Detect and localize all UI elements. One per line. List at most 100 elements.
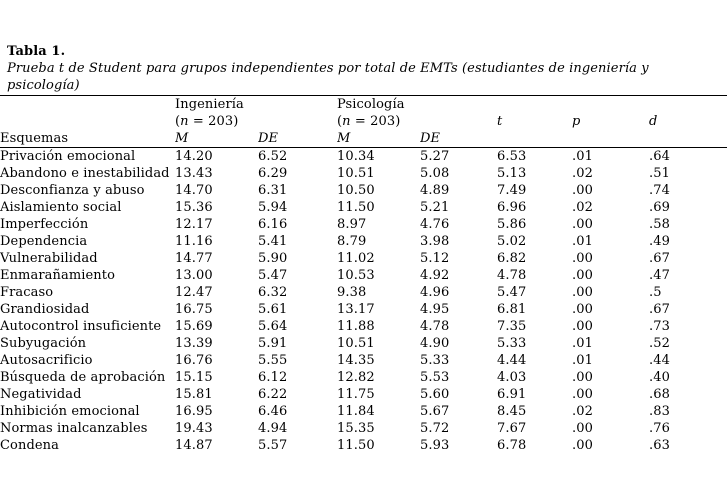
value-cell: 7.67	[497, 421, 527, 436]
group-header-ingenieria: Ingeniería	[175, 97, 244, 112]
value-cell: 3.98	[420, 234, 450, 249]
schema-name-cell: Desconfianza y abuso	[0, 183, 145, 198]
value-cell: 4.92	[420, 268, 450, 283]
value-cell: .52	[649, 336, 670, 351]
value-cell: 6.46	[258, 404, 288, 419]
value-cell: 5.86	[497, 217, 527, 232]
value-cell: .67	[649, 302, 670, 317]
value-cell: 11.75	[337, 387, 375, 402]
schema-name-cell: Imperfección	[0, 217, 89, 232]
table-row: Enmarañamiento 13.00 5.47 10.53 4.92 4.78 .00.…	[0, 267, 727, 284]
header-row-groups: Ingeniería Psicología	[0, 96, 727, 114]
schema-name-cell: Normas inalcanzables	[0, 421, 148, 436]
value-cell: 10.51	[337, 336, 375, 351]
header-spacer	[649, 96, 727, 114]
value-cell: 11.16	[175, 234, 213, 249]
table-row: Privación emocional 14.20 6.52 10.34 5.27 6.5…	[0, 148, 727, 166]
header-spacer	[572, 130, 649, 148]
schema-name-cell: Negatividad	[0, 387, 82, 402]
value-cell: 14.20	[175, 149, 213, 164]
table-row: Inhibición emocional 16.95 6.46 11.84 5.67 8.…	[0, 403, 727, 420]
col-header-m-psicologia: M	[337, 130, 420, 148]
value-cell: 4.94	[258, 421, 288, 436]
value-cell: 10.51	[337, 166, 375, 181]
value-cell: .47	[649, 268, 670, 283]
value-cell: 4.76	[420, 217, 450, 232]
value-cell: .00	[572, 370, 593, 385]
value-cell: 5.33	[420, 353, 450, 368]
schema-name-cell: Condena	[0, 438, 59, 453]
value-cell: .01	[572, 336, 593, 351]
value-cell: 5.12	[420, 251, 450, 266]
schema-name-cell: Privación emocional	[0, 149, 136, 164]
value-cell: 6.82	[497, 251, 527, 266]
schema-name-cell: Fracaso	[0, 285, 54, 300]
value-cell: 15.69	[175, 319, 213, 334]
value-cell: 16.95	[175, 404, 213, 419]
value-cell: 5.21	[420, 200, 450, 215]
value-cell: 5.60	[420, 387, 450, 402]
value-cell: 12.47	[175, 285, 213, 300]
value-cell: 6.31	[258, 183, 288, 198]
schema-name-cell: Aislamiento social	[0, 200, 122, 215]
table-row: Autosacrificio 16.76 5.55 14.35 5.33 4.44 .01.…	[0, 352, 727, 369]
table-row: Negatividad 15.81 6.22 11.75 5.60 6.91 .00 .68	[0, 386, 727, 403]
value-cell: 16.76	[175, 353, 213, 368]
value-cell: .83	[649, 404, 670, 419]
table-row: Grandiosidad 16.75 5.61 13.17 4.95 6.81 .00 .67	[0, 301, 727, 318]
col-header-p: p	[572, 114, 581, 129]
schema-name-cell: Búsqueda de aprobación	[0, 370, 166, 385]
value-cell: 6.53	[497, 149, 527, 164]
value-cell: 4.90	[420, 336, 450, 351]
schema-name-cell: Autosacrificio	[0, 353, 93, 368]
n-rest: = 203)	[350, 114, 401, 129]
value-cell: 5.90	[258, 251, 288, 266]
schema-name-cell: Enmarañamiento	[0, 268, 116, 283]
value-cell: 5.93	[420, 438, 450, 453]
value-cell: 8.97	[337, 217, 367, 232]
value-cell: 14.35	[337, 353, 375, 368]
col-header-de-psicologia: DE	[420, 130, 497, 148]
value-cell: .5	[649, 285, 662, 300]
value-cell: .00	[572, 302, 593, 317]
table-row: Autocontrol insuficiente 15.69 5.64 11.88 4.…	[0, 318, 727, 335]
value-cell: 4.95	[420, 302, 450, 317]
n-rest: = 203)	[188, 114, 239, 129]
value-cell: 8.79	[337, 234, 367, 249]
value-cell: .00	[572, 217, 593, 232]
value-cell: 13.43	[175, 166, 213, 181]
group-n-psicologia: (n = 203)	[337, 113, 497, 130]
n-open: (	[175, 114, 181, 129]
value-cell: .69	[649, 200, 670, 215]
table-row: Vulnerabilidad 14.77 5.90 11.02 5.12 6.82 .00.…	[0, 250, 727, 267]
value-cell: 11.02	[337, 251, 375, 266]
value-cell: 13.17	[337, 302, 375, 317]
value-cell: .01	[572, 149, 593, 164]
value-cell: 5.64	[258, 319, 288, 334]
header-row-measures: Esquemas M DE M DE	[0, 130, 727, 148]
value-cell: .49	[649, 234, 670, 249]
value-cell: 16.75	[175, 302, 213, 317]
schema-name-cell: Abandono e inestabilidad	[0, 166, 170, 181]
value-cell: 6.22	[258, 387, 288, 402]
value-cell: .02	[572, 200, 593, 215]
value-cell: 5.02	[497, 234, 527, 249]
value-cell: .01	[572, 234, 593, 249]
value-cell: .00	[572, 183, 593, 198]
value-cell: .00	[572, 387, 593, 402]
statistics-table: Ingeniería Psicología (n = 203) (n = 203…	[0, 95, 727, 454]
value-cell: 6.96	[497, 200, 527, 215]
table-row: Normas inalcanzables 19.43 4.94 15.35 5.72 7.…	[0, 420, 727, 437]
value-cell: 15.36	[175, 200, 213, 215]
value-cell: 6.81	[497, 302, 527, 317]
value-cell: 14.70	[175, 183, 213, 198]
schema-name-cell: Vulnerabilidad	[0, 251, 98, 266]
value-cell: 7.49	[497, 183, 527, 198]
table-row: Búsqueda de aprobación 15.15 6.12 12.82 5.53…	[0, 369, 727, 386]
value-cell: 6.78	[497, 438, 527, 453]
value-cell: .74	[649, 183, 670, 198]
value-cell: 5.13	[497, 166, 527, 181]
value-cell: 10.50	[337, 183, 375, 198]
value-cell: 4.44	[497, 353, 527, 368]
value-cell: 5.94	[258, 200, 288, 215]
